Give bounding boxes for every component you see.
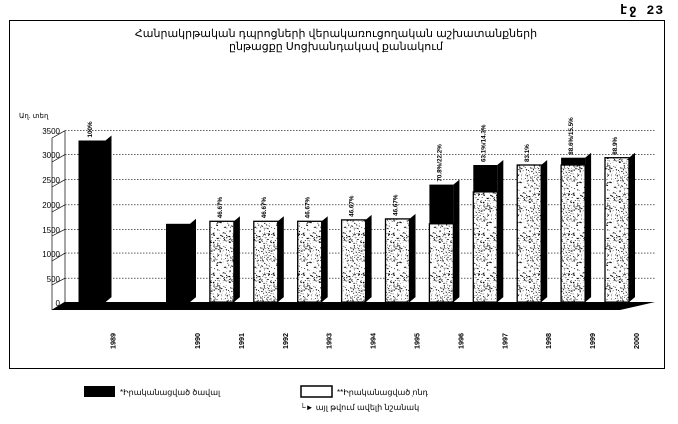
- svg-text:└► այլ թվում ավելի նշանակ: └► այլ թվում ավելի նշանակ: [300, 402, 419, 412]
- svg-text:*Իրականացված ծավալ: *Իրականացված ծավալ: [120, 388, 221, 397]
- svg-text:**Իրականացված ֖ոնդ: **Իրականացված ֖ոնդ: [337, 388, 429, 397]
